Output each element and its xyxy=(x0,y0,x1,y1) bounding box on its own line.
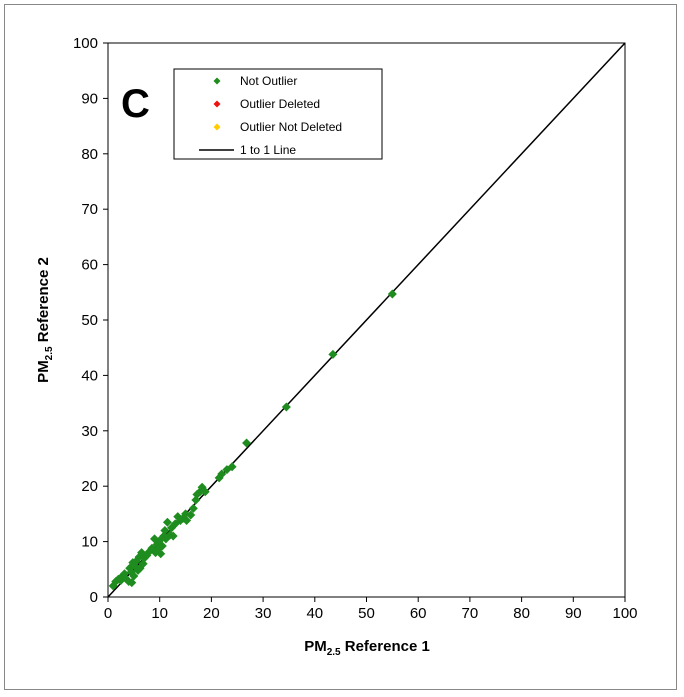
x-tick-label: 60 xyxy=(410,605,427,622)
data-point xyxy=(156,549,166,559)
data-point xyxy=(129,571,139,581)
y-tick-label: 40 xyxy=(81,367,98,384)
y-tick-label: 90 xyxy=(81,90,98,107)
legend-label: Not Outlier xyxy=(240,74,297,88)
data-point xyxy=(242,438,252,448)
y-axis-title: PM2.5 Reference 2 xyxy=(35,257,55,383)
data-point xyxy=(281,402,291,412)
y-tick-label: 100 xyxy=(73,35,98,52)
data-point xyxy=(157,541,167,551)
y-tick-label: 30 xyxy=(81,423,98,440)
data-point xyxy=(191,495,201,505)
data-point xyxy=(182,516,192,526)
legend-marker xyxy=(213,100,221,108)
x-tick-label: 30 xyxy=(255,605,272,622)
legend: Not Outlier Outlier Deleted Outlier Not De… xyxy=(173,68,383,160)
data-point xyxy=(160,526,170,536)
one-to-one-line-path xyxy=(107,42,626,598)
legend-label: Outlier Deleted xyxy=(240,97,320,111)
legend-marker xyxy=(213,123,221,131)
data-point xyxy=(200,487,210,497)
x-tick-label: 90 xyxy=(565,605,582,622)
legend-box xyxy=(173,68,383,160)
panel-label: C xyxy=(121,82,150,126)
one-to-one-line xyxy=(107,42,626,598)
x-tick-label: 100 xyxy=(612,605,637,622)
data-point xyxy=(387,289,397,299)
data-point xyxy=(138,559,148,569)
x-tick-label: 70 xyxy=(462,605,479,622)
x-axis-title: PM2.5 Reference 1 xyxy=(304,638,430,658)
y-tick-label: 10 xyxy=(81,534,98,551)
y-tick-label: 50 xyxy=(81,312,98,329)
x-tick-label: 20 xyxy=(203,605,220,622)
data-point xyxy=(186,510,196,520)
data-point xyxy=(162,517,172,527)
tick-labels: 0 10 20 30 40 50 60 70 80 90 100 0 10 20 30 40 50 60 70 80 9… xyxy=(73,35,638,622)
data-point xyxy=(127,578,137,588)
data-point xyxy=(120,569,130,579)
data-point xyxy=(168,531,178,541)
data-point xyxy=(188,503,198,513)
x-tick-label: 40 xyxy=(306,605,323,622)
data-point xyxy=(217,469,227,479)
y-tick-label: 60 xyxy=(81,257,98,274)
legend-label: Outlier Not Deleted xyxy=(240,120,342,134)
legend-entries: Not Outlier Outlier Deleted Outlier Not De… xyxy=(199,74,342,157)
x-tick-label: 0 xyxy=(104,605,112,622)
x-tick-label: 80 xyxy=(513,605,530,622)
y-tick-label: 0 xyxy=(90,589,98,606)
y-tick-label: 80 xyxy=(81,146,98,163)
data-points xyxy=(108,289,397,591)
y-tick-label: 20 xyxy=(81,478,98,495)
x-tick-label: 10 xyxy=(151,605,168,622)
legend-marker xyxy=(213,77,221,85)
data-point xyxy=(328,349,338,359)
data-point xyxy=(227,462,237,472)
y-tick-label: 70 xyxy=(81,201,98,218)
legend-label: 1 to 1 Line xyxy=(240,143,296,157)
x-tick-label: 50 xyxy=(358,605,375,622)
